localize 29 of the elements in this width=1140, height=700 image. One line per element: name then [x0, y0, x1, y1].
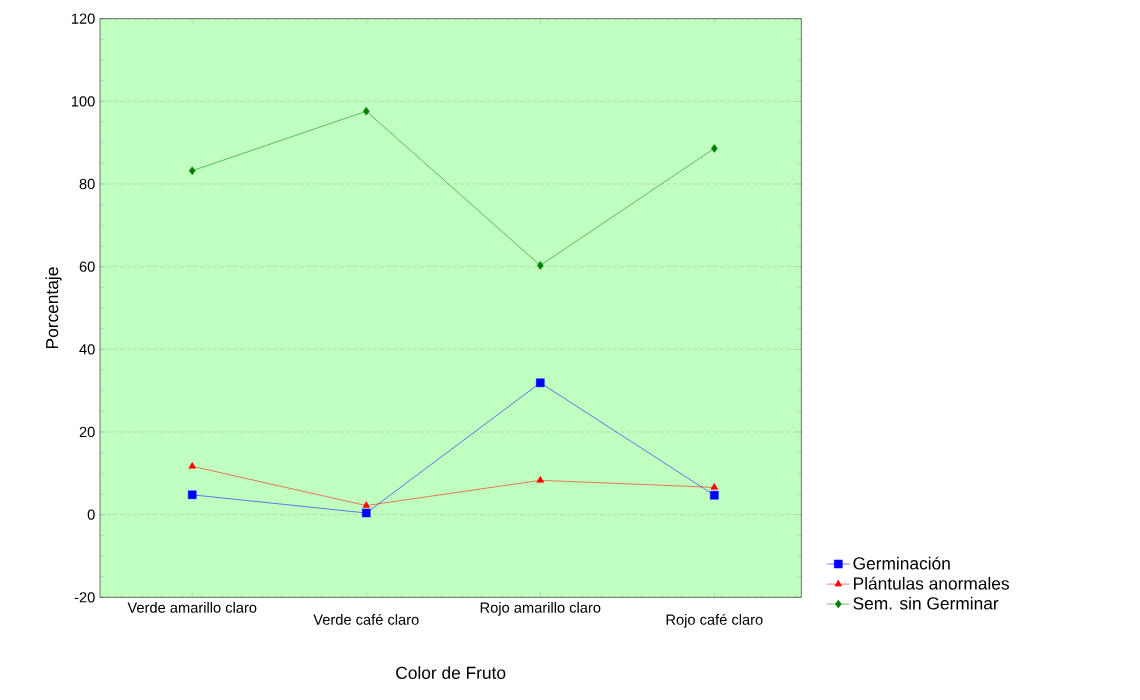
y-tick-label: 100: [71, 96, 95, 107]
x-tick-label: Rojo café claro: [666, 613, 763, 628]
point: [188, 166, 196, 176]
legend-label: Sem. sin Germinar: [853, 596, 999, 610]
y-tick-label: -20: [74, 592, 95, 603]
point: [188, 462, 196, 469]
y-tick-label: 40: [79, 344, 95, 355]
legend-label: Plántulas anormales: [854, 576, 1009, 590]
y-tick-label: 0: [87, 509, 95, 520]
legend-label: Germinación: [853, 556, 950, 570]
y-tick-label: 20: [79, 426, 95, 438]
y-axis-title: Porcentaje: [45, 267, 62, 348]
y-tick-label: 80: [79, 178, 95, 190]
point: [362, 501, 370, 508]
point: [187, 490, 197, 500]
point: [710, 483, 719, 490]
point: [537, 261, 544, 270]
point: [536, 476, 545, 483]
y-tick-label: 60: [79, 261, 95, 272]
x-tick-label: Verde café claro: [313, 613, 419, 625]
point: [363, 106, 370, 116]
x-tick-label: Verde amarillo claro: [127, 602, 257, 613]
y-tick-label: 120: [71, 13, 95, 24]
point: [711, 144, 718, 153]
point: [536, 378, 545, 388]
x-axis-title: Color de Fruto: [396, 666, 506, 679]
x-tick-label: Rojo amarillo claro: [480, 602, 601, 616]
point: [710, 490, 719, 500]
point: [362, 508, 371, 518]
